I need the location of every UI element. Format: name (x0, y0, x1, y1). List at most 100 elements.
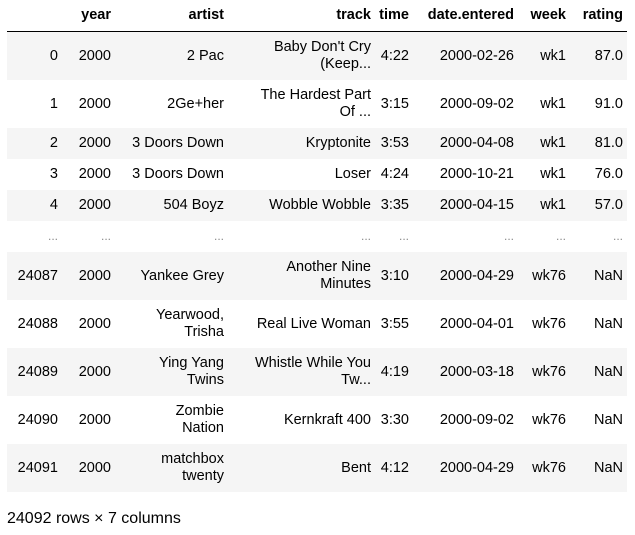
cell-track-line: ... (360, 229, 371, 243)
cell-week: wk76 (532, 459, 566, 476)
header-index (7, 0, 62, 32)
cell-year: 2000 (78, 95, 111, 112)
cell-artist-line: Yankee Grey (140, 267, 224, 284)
cell-rating: 81.0 (594, 135, 623, 151)
row-index: 24091 (17, 459, 58, 476)
cell-track-line: Kernkraft 400 (283, 411, 371, 428)
cell-rating: 57.0 (594, 197, 623, 213)
row-index: ... (47, 229, 58, 243)
cell-time: 3:35 (380, 197, 409, 213)
table-row: 1 2000 2Ge+her The Hardest Part Of ... 3:15 20… (7, 80, 627, 128)
dataframe-shape-note: 24092 rows × 7 columns (7, 510, 181, 527)
cell-track-line: Wobble Wobble (269, 197, 371, 213)
cell-artist: matchbox twenty (115, 444, 228, 492)
cell-week: wk1 (540, 197, 566, 213)
cell-artist-line: Zombie (175, 403, 224, 419)
cell-artist: 2 Pac (115, 32, 228, 81)
cell-track: ... (228, 221, 375, 252)
cell-time: 3:53 (380, 135, 409, 151)
row-index: 2 (49, 135, 58, 151)
cell-artist-line: 2 Pac (186, 47, 224, 64)
cell-date-entered: 2000-04-01 (439, 315, 514, 332)
cell-track-line: The Hardest Part (260, 87, 371, 103)
cell-artist: Ying Yang Twins (115, 348, 228, 396)
table-body: 0 2000 2 Pac Baby Don't Cry (Keep... 4:22 2000… (7, 31, 627, 492)
header-time: time (375, 0, 413, 32)
cell-rating: NaN (593, 411, 623, 428)
cell-artist-line: 3 Doors Down (132, 166, 224, 182)
cell-week: wk1 (540, 47, 566, 64)
cell-track-line: Bent (341, 459, 371, 476)
cell-time: 3:15 (380, 95, 409, 112)
cell-artist-line: ... (213, 229, 224, 243)
cell-artist-line: Yearwood, (156, 307, 224, 323)
cell-year: 2000 (78, 197, 111, 213)
cell-time: 4:19 (380, 363, 409, 380)
row-index: 1 (49, 95, 58, 112)
cell-track-line: Minutes (320, 276, 371, 292)
table-header: year artist track time date.entered week… (7, 0, 627, 32)
cell-date-entered: 2000-09-02 (439, 411, 514, 428)
cell-date-entered: 2000-10-21 (439, 166, 514, 182)
cell-year: 2000 (78, 267, 111, 284)
cell-date-entered: ... (503, 229, 514, 243)
cell-year: 2000 (78, 363, 111, 380)
cell-track: Loser (228, 159, 375, 190)
cell-track-line: Loser (334, 166, 371, 182)
cell-track: Real Live Woman (228, 300, 375, 348)
cell-week: ... (555, 229, 566, 243)
row-index: 4 (49, 197, 58, 213)
cell-track-line: Baby Don't Cry (273, 39, 371, 55)
cell-artist-line: 504 Boyz (163, 197, 224, 213)
cell-artist: Yankee Grey (115, 252, 228, 300)
cell-date-entered: 2000-04-08 (439, 135, 514, 151)
cell-year: 2000 (78, 135, 111, 151)
cell-track: Another Nine Minutes (228, 252, 375, 300)
cell-track-line: Real Live Woman (256, 315, 371, 332)
header-track: track (228, 0, 375, 32)
cell-artist: 2Ge+her (115, 80, 228, 128)
row-index: 24089 (17, 363, 58, 380)
cell-track-line: (Keep... (320, 56, 371, 72)
cell-week: wk1 (540, 95, 566, 112)
header-row: year artist track time date.entered week… (7, 0, 627, 32)
cell-artist: 504 Boyz (115, 190, 228, 221)
row-index: 24088 (17, 315, 58, 332)
table-row: 24087 2000 Yankee Grey Another Nine Minutes 3… (7, 252, 627, 300)
cell-artist: 3 Doors Down (115, 128, 228, 159)
cell-artist-line: matchbox (161, 451, 224, 467)
row-index: 24090 (17, 411, 58, 428)
header-year: year (62, 0, 115, 32)
cell-rating: NaN (593, 267, 623, 284)
cell-year: ... (100, 229, 111, 243)
cell-track: The Hardest Part Of ... (228, 80, 375, 128)
cell-week: wk76 (532, 363, 566, 380)
cell-year: 2000 (78, 411, 111, 428)
cell-artist-line: Ying Yang (158, 355, 224, 371)
row-index: 0 (49, 47, 58, 64)
cell-date-entered: 2000-04-29 (439, 459, 514, 476)
cell-artist: ... (115, 221, 228, 252)
cell-artist-line: 2Ge+her (167, 95, 224, 112)
header-artist: artist (115, 0, 228, 32)
row-index: 24087 (17, 267, 58, 284)
cell-time: ... (398, 229, 409, 243)
cell-year: 2000 (78, 315, 111, 332)
cell-track: Kryptonite (228, 128, 375, 159)
cell-time: 3:30 (380, 411, 409, 428)
table-row: 0 2000 2 Pac Baby Don't Cry (Keep... 4:22 2000… (7, 31, 627, 81)
cell-track-line: Tw... (341, 372, 371, 388)
ellipsis-row: ........................ (7, 221, 627, 252)
cell-track-line: Whistle While You (254, 355, 371, 371)
cell-year: 2000 (78, 459, 111, 476)
cell-track: Bent (228, 444, 375, 492)
table-row: 2 2000 3 Doors Down Kryptonite 3:53 2000-04-0… (7, 128, 627, 159)
table-row: 4 2000 504 Boyz Wobble Wobble 3:35 2000-04-15… (7, 190, 627, 221)
cell-track-line: Another Nine (286, 259, 371, 275)
cell-year: 2000 (78, 166, 111, 182)
cell-year: 2000 (78, 47, 111, 64)
cell-rating: ... (612, 229, 623, 243)
cell-week: wk1 (540, 166, 566, 182)
table-row: 24088 2000 Yearwood, Trisha Real Live Woman 3… (7, 300, 627, 348)
